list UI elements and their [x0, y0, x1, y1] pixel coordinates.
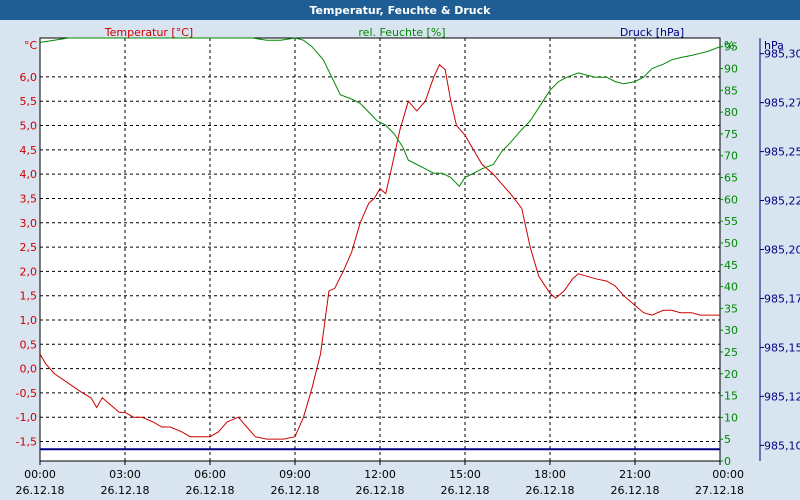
temperature-tick-label: -0,5 — [16, 387, 37, 400]
humidity-tick-label: 0 — [724, 455, 731, 468]
temperature-tick-label: 0,0 — [20, 363, 38, 376]
axis-right-pressure: 985,30985,27985,25985,22985,20985,17985,… — [760, 48, 800, 453]
pressure-tick-label: 985,20 — [764, 244, 800, 257]
x-tick-time-label: 15:00 — [449, 468, 481, 481]
pressure-tick-label: 985,12 — [764, 390, 800, 403]
pressure-tick-label: 985,22 — [764, 195, 800, 208]
humidity-tick-label: 85 — [724, 84, 738, 97]
x-tick-date-label: 26.12.18 — [186, 484, 235, 497]
temperature-tick-label: 4,0 — [20, 168, 38, 181]
x-tick-time-label: 21:00 — [619, 468, 651, 481]
temperature-tick-label: 5,5 — [20, 95, 38, 108]
pressure-tick-label: 985,15 — [764, 341, 800, 354]
x-tick-date-label: 26.12.18 — [101, 484, 150, 497]
humidity-tick-label: 75 — [724, 128, 738, 141]
temperature-tick-label: -1,5 — [16, 436, 37, 449]
humidity-tick-label: 40 — [724, 281, 738, 294]
humidity-tick-label: 35 — [724, 302, 738, 315]
humidity-tick-label: 45 — [724, 259, 738, 272]
humidity-tick-label: 30 — [724, 324, 738, 337]
axis-left-temperature: 6,0 5,5 5,0 4,5 4,0 3,5 3,0 2,5 2,0 1,5 1,0 0,5 0,0 -… — [16, 71, 37, 449]
x-tick-time-label: 12:00 — [364, 468, 396, 481]
x-tick-time-label: 00:00 — [712, 468, 744, 481]
temperature-tick-label: 1,0 — [20, 314, 38, 327]
humidity-tick-label: 25 — [724, 346, 738, 359]
humidity-unit-label: % — [724, 39, 734, 52]
pressure-tick-label: 985,10 — [764, 439, 800, 452]
x-tick-time-label: 03:00 — [109, 468, 141, 481]
humidity-tick-label: 5 — [724, 433, 731, 446]
temperature-tick-label: 4,5 — [20, 144, 38, 157]
temperature-tick-label: 1,5 — [20, 290, 38, 303]
x-tick-time-label: 18:00 — [534, 468, 566, 481]
x-tick-date-label: 26.12.18 — [611, 484, 660, 497]
x-tick-date-label: 26.12.18 — [526, 484, 575, 497]
humidity-tick-label: 50 — [724, 237, 738, 250]
pressure-tick-label: 985,17 — [764, 292, 800, 305]
x-tick-date-label: 27.12.18 — [695, 484, 744, 497]
chart-title: Temperatur, Feuchte & Druck — [0, 0, 800, 20]
x-tick-time-label: 09:00 — [279, 468, 311, 481]
x-tick-time-label: 06:00 — [194, 468, 226, 481]
pressure-axis-title: Druck [hPa] — [620, 26, 684, 39]
pressure-unit-label: hPa — [764, 39, 784, 52]
humidity-tick-label: 65 — [724, 172, 738, 185]
temperature-tick-label: 2,5 — [20, 241, 38, 254]
temperature-tick-label: 3,5 — [20, 192, 38, 205]
chart-canvas: 6,0 5,5 5,0 4,5 4,0 3,5 3,0 2,5 2,0 1,5 1,0 0,5 0,0 -… — [0, 20, 800, 500]
x-tick-date-label: 26.12.18 — [356, 484, 405, 497]
humidity-tick-label: 60 — [724, 193, 738, 206]
pressure-tick-label: 985,27 — [764, 97, 800, 110]
humidity-tick-label: 55 — [724, 215, 738, 228]
temperature-tick-label: 6,0 — [20, 71, 38, 84]
humidity-tick-label: 15 — [724, 390, 738, 403]
humidity-tick-label: 80 — [724, 106, 738, 119]
humidity-tick-label: 10 — [724, 411, 738, 424]
x-tick-date-label: 26.12.18 — [271, 484, 320, 497]
x-tick-date-label: 26.12.18 — [16, 484, 65, 497]
temperature-tick-label: 3,0 — [20, 217, 38, 230]
humidity-tick-label: 20 — [724, 368, 738, 381]
humidity-tick-label: 70 — [724, 150, 738, 163]
x-tick-time-label: 00:00 — [24, 468, 56, 481]
axis-bottom-time: 00:00 26.12.18 03:00 26.12.18 06:00 26.12.18 0… — [16, 461, 744, 497]
humidity-axis-title: rel. Feuchte [%] — [358, 26, 445, 39]
temperature-tick-label: 5,0 — [20, 120, 38, 133]
temperature-unit-label: °C — [24, 39, 38, 52]
pressure-tick-label: 985,25 — [764, 146, 800, 159]
temperature-tick-label: 2,0 — [20, 265, 38, 278]
temperature-tick-label: -1,0 — [16, 411, 37, 424]
temperature-axis-title: Temperatur [°C] — [104, 26, 193, 39]
humidity-tick-label: 90 — [724, 63, 738, 76]
temperature-tick-label: 0,5 — [20, 338, 38, 351]
x-tick-date-label: 26.12.18 — [441, 484, 490, 497]
